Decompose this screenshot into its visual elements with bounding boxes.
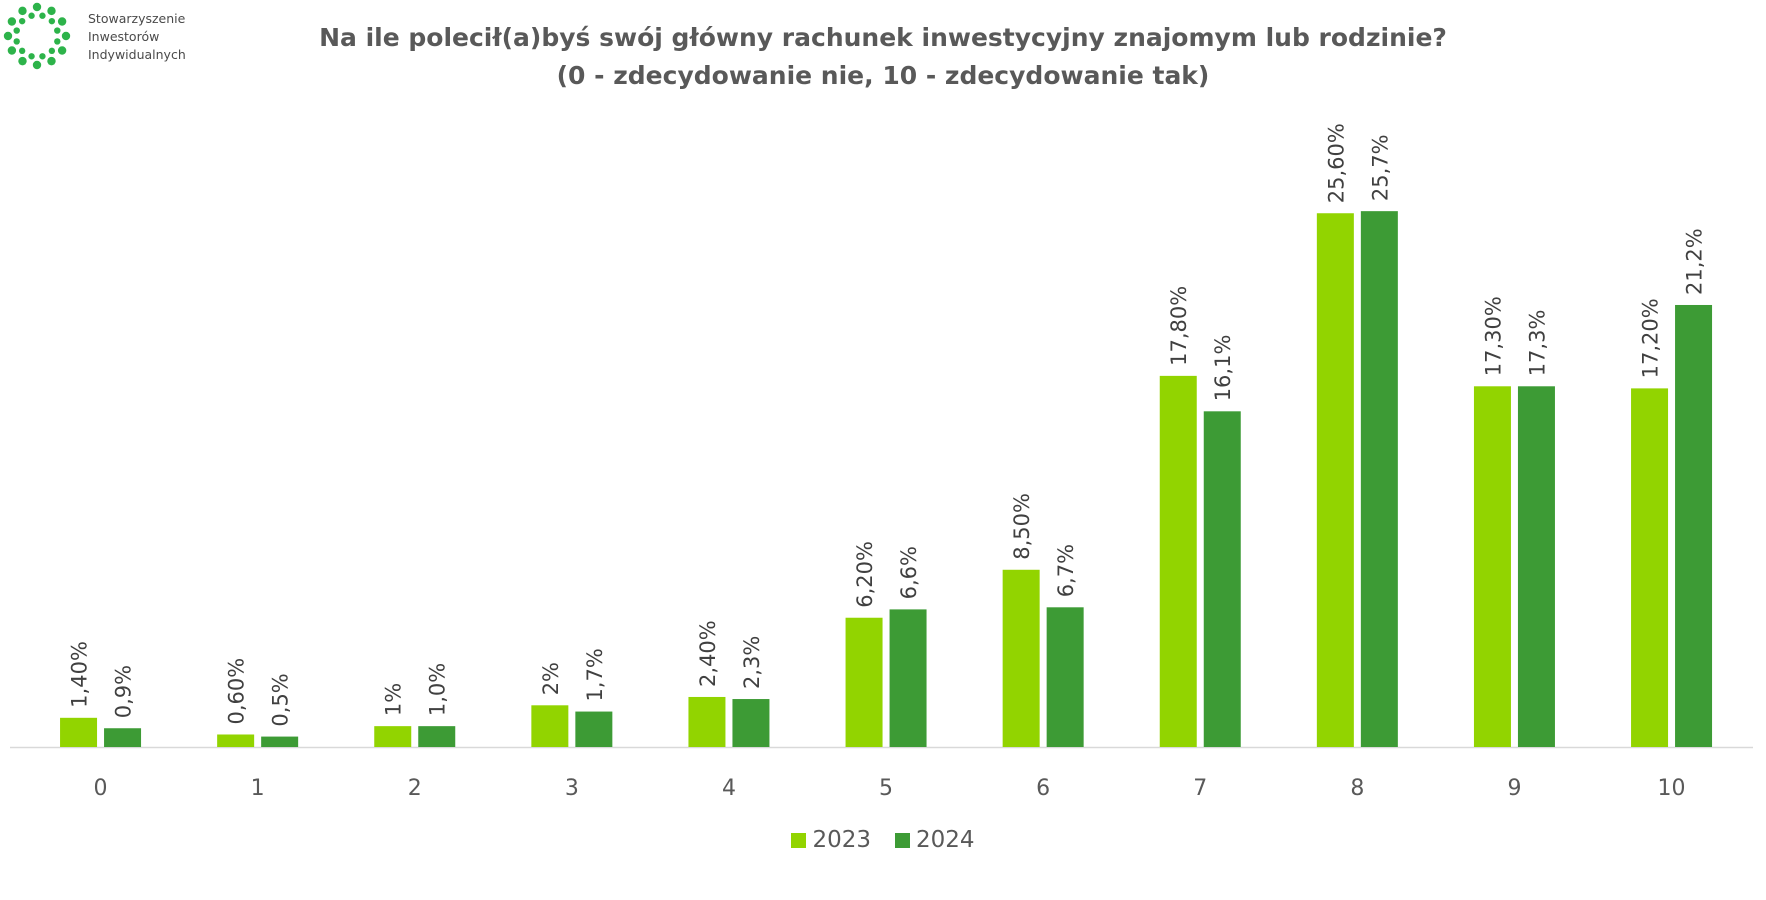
x-tick-label-0: 0 bbox=[94, 776, 108, 801]
data-label-2023-3: 2% bbox=[539, 662, 563, 695]
bar-2024-3 bbox=[575, 711, 613, 747]
x-tick-label-4: 4 bbox=[722, 776, 736, 801]
logo-dot bbox=[3, 31, 13, 41]
x-tick-label-2: 2 bbox=[408, 776, 422, 801]
logo-dot bbox=[54, 27, 61, 34]
logo: Stowarzyszenie Inwestorów Indywidualnych bbox=[0, 0, 220, 80]
legend-swatch-2024 bbox=[895, 832, 910, 848]
bar-2023-0 bbox=[60, 717, 98, 747]
logo-dot bbox=[18, 47, 26, 55]
x-tick-label-8: 8 bbox=[1350, 776, 1364, 801]
logo-dot bbox=[54, 38, 61, 45]
x-tick-label-6: 6 bbox=[1036, 776, 1050, 801]
bar-2023-3 bbox=[531, 705, 569, 747]
logo-dot bbox=[57, 46, 67, 55]
data-label-2023-8: 25,60% bbox=[1324, 123, 1348, 203]
bar-2024-0 bbox=[104, 728, 142, 748]
x-tick-label-7: 7 bbox=[1193, 776, 1207, 801]
logo-dot bbox=[13, 27, 20, 34]
bar-2024-8 bbox=[1360, 211, 1398, 747]
logo-dot bbox=[28, 53, 35, 60]
logo-dot bbox=[39, 12, 46, 19]
bar-2023-2 bbox=[374, 726, 412, 747]
data-label-2024-3: 1,7% bbox=[583, 648, 607, 701]
logo-dot bbox=[61, 31, 71, 41]
x-tick-label-3: 3 bbox=[565, 776, 579, 801]
logo-text-line-1: Stowarzyszenie bbox=[88, 11, 186, 26]
logo-dot bbox=[13, 38, 20, 45]
logo-dot bbox=[39, 53, 46, 60]
bar-2023-7 bbox=[1159, 375, 1197, 747]
logo-dot bbox=[57, 17, 67, 26]
chart-legend: 2023 2024 bbox=[0, 827, 1766, 853]
data-label-2024-2: 1,0% bbox=[426, 663, 450, 716]
chart-subtitle: (0 - zdecydowanie nie, 10 - zdecydowanie… bbox=[556, 61, 1210, 90]
data-label-2024-9: 17,3% bbox=[1525, 310, 1549, 377]
data-label-2024-10: 21,2% bbox=[1683, 228, 1707, 295]
data-label-2024-1: 0,5% bbox=[269, 673, 293, 726]
x-tick-label-5: 5 bbox=[879, 776, 893, 801]
data-label-2023-0: 1,40% bbox=[68, 641, 92, 708]
logo-text-line-2: Inwestorów bbox=[88, 29, 160, 44]
bar-2024-10 bbox=[1675, 304, 1713, 747]
bar-2023-5 bbox=[845, 617, 883, 747]
data-label-2024-8: 25,7% bbox=[1368, 134, 1392, 201]
logo-dot bbox=[18, 56, 27, 66]
data-label-2024-5: 6,6% bbox=[897, 546, 921, 599]
x-tick-label-1: 1 bbox=[251, 776, 265, 801]
x-tick-label-9: 9 bbox=[1507, 776, 1521, 801]
logo-dot bbox=[32, 60, 42, 70]
data-label-2023-4: 2,40% bbox=[696, 620, 720, 687]
legend-item-2024: 2024 bbox=[895, 827, 975, 853]
logo-text-line-3: Indywidualnych bbox=[88, 47, 186, 62]
data-label-2023-2: 1% bbox=[382, 683, 406, 716]
bar-2024-6 bbox=[1046, 607, 1084, 747]
logo-dot bbox=[28, 12, 35, 19]
data-label-2024-4: 2,3% bbox=[740, 636, 764, 689]
logo-dot bbox=[47, 56, 56, 66]
data-label-2024-6: 6,7% bbox=[1054, 544, 1078, 597]
bar-2024-7 bbox=[1203, 411, 1241, 747]
legend-label-2024: 2024 bbox=[916, 827, 975, 853]
chart-title-block: Na ile polecił(a)byś swój główny rachune… bbox=[0, 19, 1766, 95]
legend-swatch-2023 bbox=[791, 832, 807, 848]
logo-mark-icon bbox=[3, 2, 71, 70]
bar-2023-9 bbox=[1473, 386, 1511, 747]
logo-dot bbox=[7, 17, 17, 26]
bar-2023-8 bbox=[1316, 213, 1354, 748]
x-tick-label-10: 10 bbox=[1658, 776, 1686, 801]
bar-2024-1 bbox=[261, 736, 299, 748]
bar-2023-6 bbox=[1002, 569, 1040, 747]
logo-dot bbox=[48, 17, 56, 25]
data-label-2023-9: 17,30% bbox=[1481, 296, 1505, 376]
bar-2023-1 bbox=[217, 734, 255, 747]
bar-2023-4 bbox=[688, 696, 726, 747]
data-label-2023-10: 17,20% bbox=[1639, 298, 1663, 378]
data-label-2023-5: 6,20% bbox=[853, 541, 877, 608]
logo-dot bbox=[18, 17, 26, 25]
legend-label-2023: 2023 bbox=[812, 827, 871, 853]
data-label-2023-1: 0,60% bbox=[225, 658, 249, 725]
chart-title: Na ile polecił(a)byś swój główny rachune… bbox=[319, 23, 1447, 52]
bar-2024-4 bbox=[732, 699, 770, 747]
logo-dot bbox=[48, 47, 56, 55]
bar-2023-10 bbox=[1631, 388, 1669, 747]
logo-dot bbox=[18, 6, 27, 16]
bar-2024-9 bbox=[1517, 386, 1555, 747]
logo-dot bbox=[7, 46, 17, 55]
logo-dot bbox=[32, 2, 42, 12]
data-label-2024-7: 16,1% bbox=[1211, 335, 1235, 402]
data-label-2023-6: 8,50% bbox=[1010, 493, 1034, 560]
data-label-2024-0: 0,9% bbox=[112, 665, 136, 718]
bar-2024-5 bbox=[889, 609, 927, 747]
legend-item-2023: 2023 bbox=[791, 827, 871, 853]
bar-2024-2 bbox=[418, 726, 456, 747]
data-label-2023-7: 17,80% bbox=[1167, 286, 1191, 366]
logo-dot bbox=[47, 6, 56, 16]
